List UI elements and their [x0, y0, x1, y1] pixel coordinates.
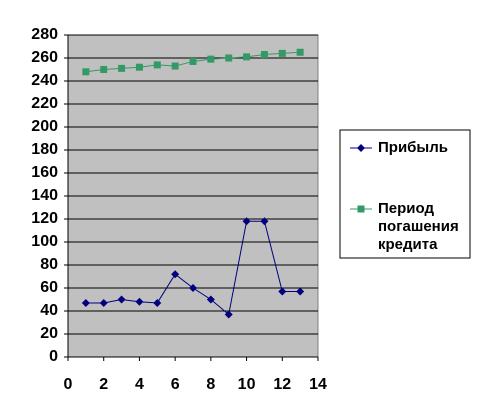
- y-tick-label: 40: [40, 302, 58, 319]
- point: [242, 217, 251, 226]
- point: [296, 48, 304, 56]
- legend-label: Период погашения кредита: [378, 200, 459, 253]
- x-tick-label: 0: [64, 376, 73, 393]
- point: [171, 270, 180, 279]
- y-tick-label: 200: [31, 118, 58, 135]
- x-tick-label: 10: [238, 376, 256, 393]
- y-tick-label: 180: [31, 141, 58, 158]
- point: [171, 62, 179, 70]
- point: [206, 295, 215, 304]
- x-tick-label: 6: [171, 376, 180, 393]
- legend-label: Прибыль: [378, 139, 448, 156]
- point: [118, 64, 126, 72]
- point: [278, 49, 286, 57]
- y-tick-label: 160: [31, 164, 58, 181]
- x-tick-label: 4: [135, 376, 144, 393]
- point: [82, 68, 90, 76]
- point: [100, 66, 108, 73]
- point: [243, 53, 251, 61]
- y-tick-label: 140: [31, 187, 58, 204]
- y-tick-label: 120: [31, 210, 58, 227]
- point: [225, 54, 233, 62]
- y-tick-label: 20: [40, 325, 58, 342]
- x-tick-label: 12: [273, 376, 291, 393]
- point: [135, 297, 144, 306]
- point: [296, 287, 305, 296]
- y-tick-label: 280: [31, 26, 58, 43]
- point: [189, 57, 197, 65]
- point: [224, 310, 233, 319]
- point: [81, 298, 90, 307]
- y-tick-label: 240: [31, 72, 58, 89]
- point: [189, 284, 197, 292]
- point: [99, 298, 108, 307]
- legend-marker: [357, 144, 365, 152]
- point: [207, 55, 215, 63]
- point: [260, 51, 268, 59]
- x-tick-label: 8: [206, 376, 215, 393]
- x-tick-label: 2: [99, 376, 108, 393]
- y-tick-label: 220: [31, 95, 58, 112]
- x-tick-label: 14: [309, 376, 327, 393]
- point: [278, 287, 287, 296]
- y-tick-label: 260: [31, 49, 58, 66]
- point: [117, 295, 126, 304]
- y-tick-label: 0: [49, 348, 58, 365]
- point: [135, 63, 143, 71]
- y-tick-label: 100: [31, 233, 58, 250]
- legend-marker: [357, 205, 365, 213]
- point: [153, 298, 162, 307]
- point: [153, 61, 161, 69]
- point: [260, 217, 269, 226]
- y-tick-label: 60: [40, 279, 58, 296]
- y-tick-label: 80: [40, 256, 58, 273]
